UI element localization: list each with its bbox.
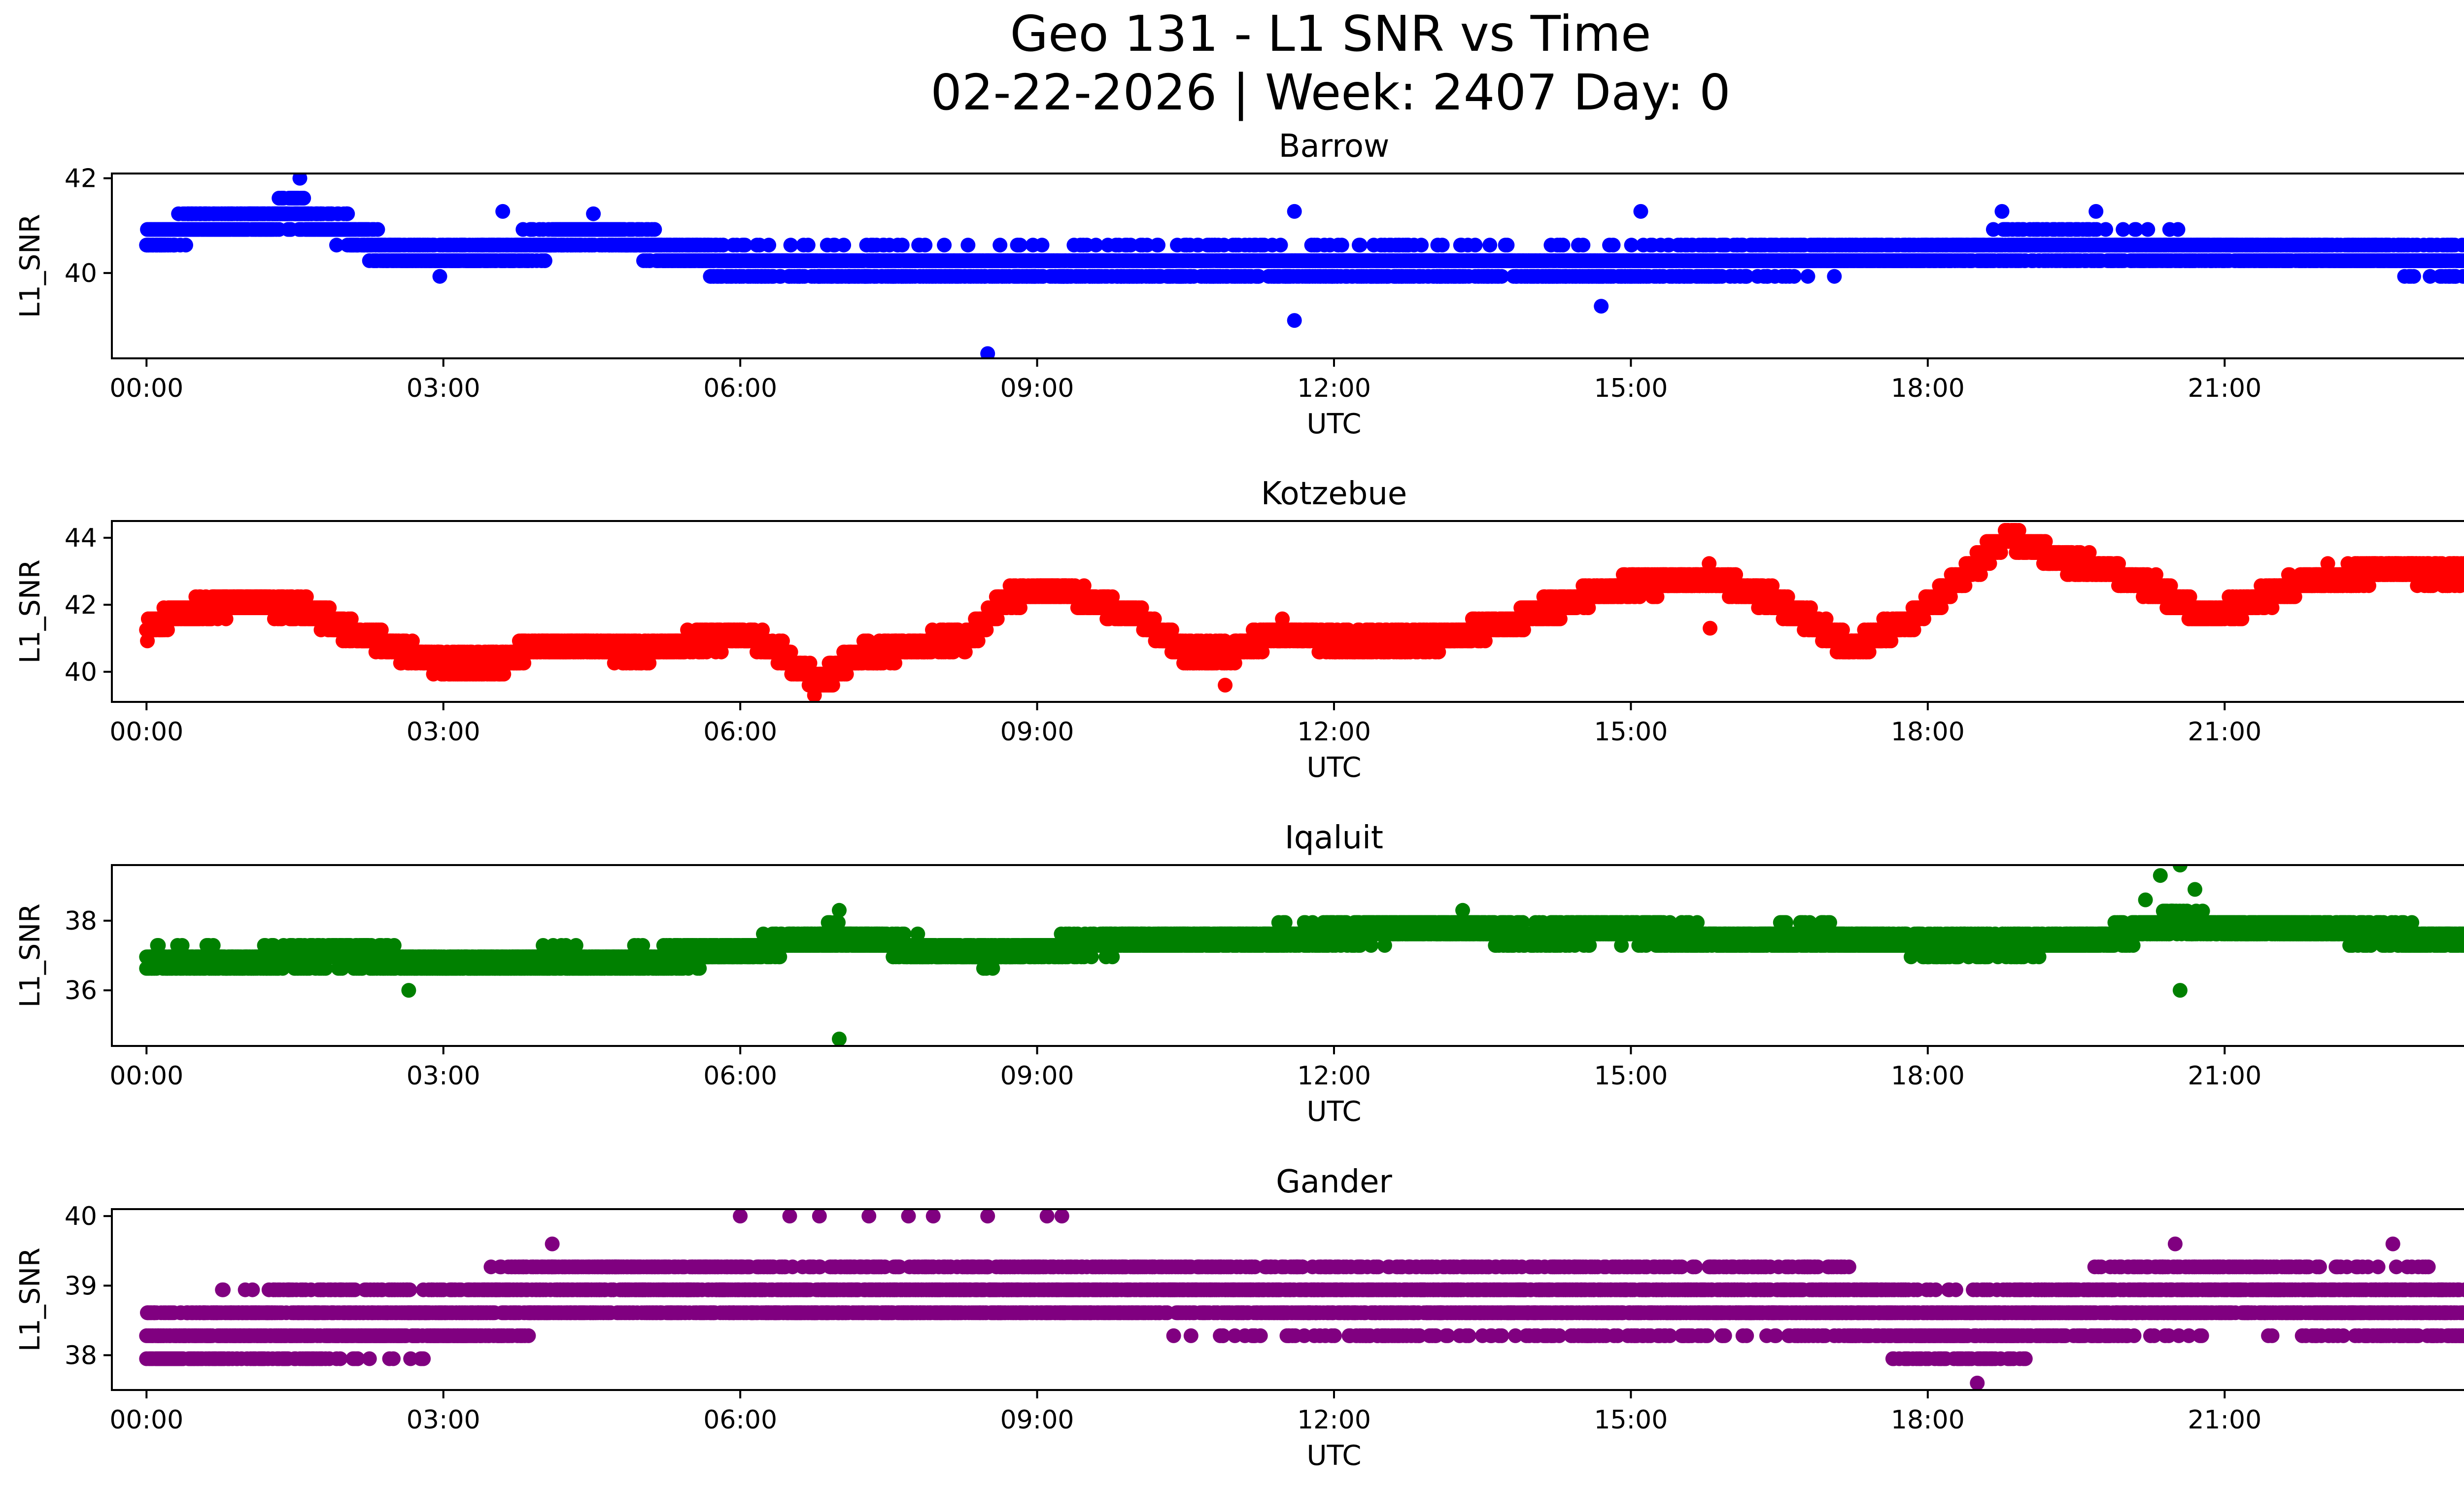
figure-title-line1: Geo 131 - L1 SNR vs Time: [1010, 5, 1651, 63]
data-point: [918, 238, 933, 253]
data-point: [836, 238, 852, 253]
data-point: [1468, 238, 1483, 253]
data-point: [761, 238, 777, 253]
data-point: [2098, 222, 2113, 237]
data-point: [296, 191, 311, 206]
data-point: [1034, 238, 1050, 253]
data-point: [1352, 238, 1368, 253]
figure-title-line2: 02-22-2026 | Week: 2407 Day: 0: [930, 64, 1730, 121]
data-point: [800, 238, 816, 253]
data-point: [2128, 222, 2144, 237]
data-point: [647, 222, 662, 237]
scatter-points: [139, 174, 2464, 358]
panel-title: Barrow: [1279, 128, 1390, 165]
data-point: [340, 206, 355, 221]
data-point: [1555, 238, 1571, 253]
data-point: [2140, 222, 2156, 237]
data-point: [1624, 238, 1639, 253]
data-point: [1800, 269, 1815, 284]
data-point: [178, 238, 193, 253]
data-point: [992, 238, 1008, 253]
data-point: [1575, 238, 1591, 253]
data-point: [894, 238, 910, 253]
data-point: [1435, 238, 1450, 253]
data-point: [329, 238, 344, 253]
data-point: [370, 222, 385, 237]
data-point: [1414, 238, 1429, 253]
data-point: [1151, 238, 1165, 253]
data-point: [1500, 238, 1515, 253]
data-point: [2406, 269, 2421, 284]
data-point: [586, 206, 601, 221]
data-point: [937, 238, 952, 253]
data-point: [1482, 238, 1498, 253]
data-point: [537, 253, 552, 268]
data-point: [737, 238, 753, 253]
data-point: [1334, 238, 1349, 253]
data-point: [1827, 269, 1842, 284]
data-point: [1739, 269, 1754, 284]
data-point: [2170, 222, 2186, 237]
data-point: [783, 238, 798, 253]
data-point: [432, 269, 447, 284]
data-point: [1088, 238, 1103, 253]
data-point: [1273, 238, 1288, 253]
data-point: [1494, 269, 1509, 284]
data-point: [1606, 238, 1621, 253]
data-point: [1786, 269, 1802, 284]
data-point: [960, 238, 976, 253]
data-point: [1013, 238, 1027, 253]
data-point: [2116, 222, 2131, 237]
